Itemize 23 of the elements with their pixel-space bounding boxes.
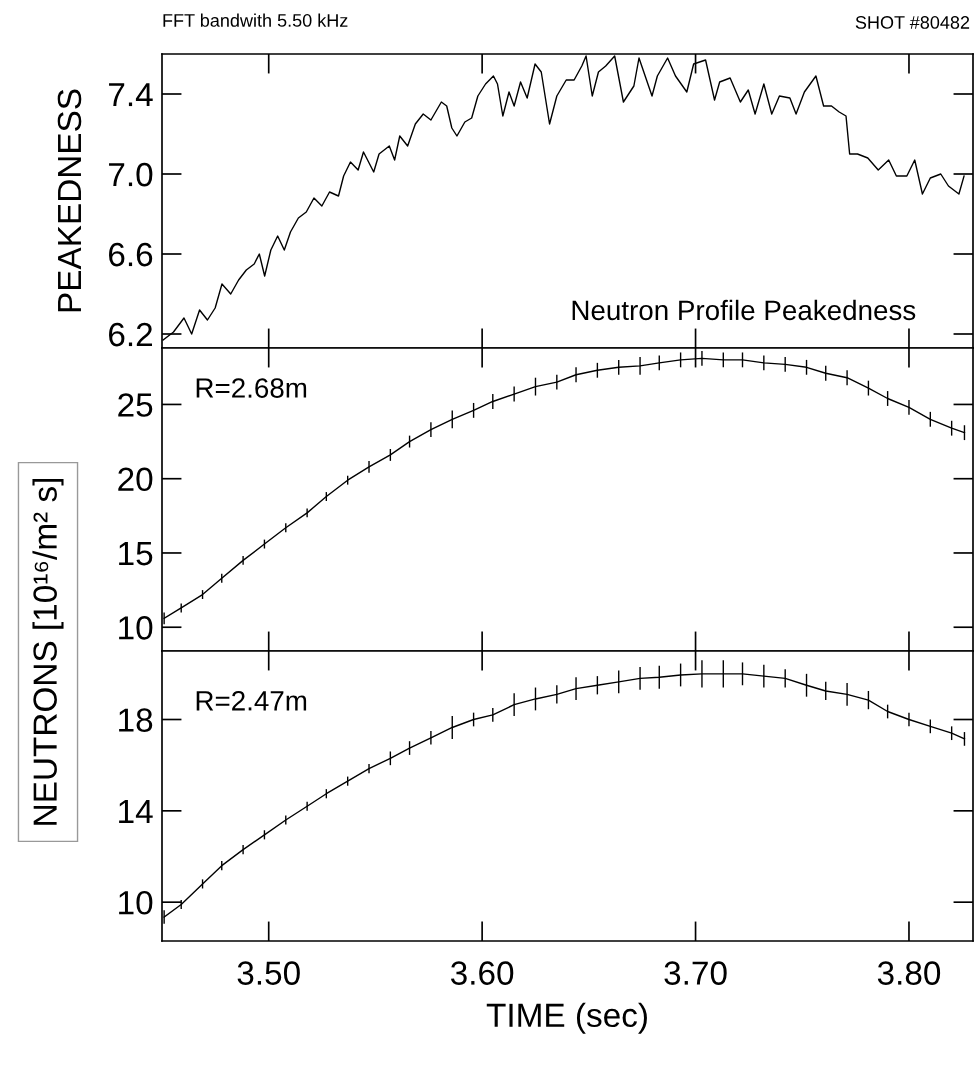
y-tick-label: 6.6 [109, 242, 153, 267]
annotation: R=2.68m [196, 378, 307, 398]
y-tick-label: 20 [118, 467, 153, 492]
annotation: Neutron Profile Peakedness [572, 299, 916, 321]
x-tick-label: 3.60 [450, 961, 514, 985]
y-tick-label: 10 [119, 616, 153, 640]
annotation: R=2.47m [196, 690, 307, 711]
x-tick-label: 3.70 [664, 961, 727, 985]
x-tick-label: 3.50 [237, 961, 300, 985]
y-axis-title: PEAKEDNESS [57, 89, 82, 312]
text: SHOT #80482 [855, 16, 970, 29]
y-axis-title: NEUTRONS [10¹⁶/m² s] [32, 478, 64, 825]
y-tick-label: 25 [118, 393, 153, 417]
y-tick-label: 18 [119, 708, 153, 732]
y-tick-label: 15 [119, 542, 153, 566]
y-tick-label: 10 [119, 890, 153, 915]
text: FFT bandwith 5.50 kHz [163, 13, 348, 27]
y-tick-label: 14 [119, 799, 153, 823]
y-tick-label: 6.2 [109, 322, 152, 347]
x-tick-label: 3.80 [877, 961, 941, 985]
x-axis-title: TIME (sec) [486, 1002, 647, 1034]
y-tick-label: 7.4 [109, 83, 153, 107]
y-tick-label: 7.0 [109, 162, 153, 187]
